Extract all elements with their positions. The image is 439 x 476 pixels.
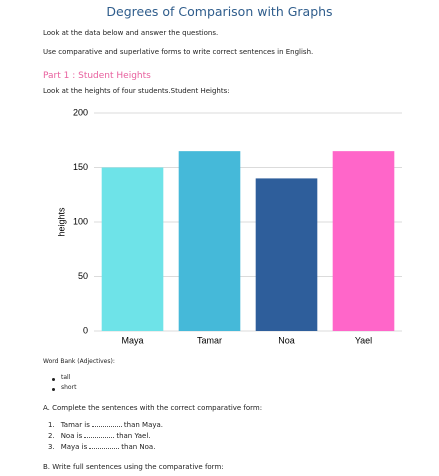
instruction: Use comparative and superlative forms to… xyxy=(43,48,314,56)
instruction: Look at the data below and answer the qu… xyxy=(43,29,219,37)
sentence-start: Maya is xyxy=(60,443,88,451)
part-text: Look at the heights of four students.Stu… xyxy=(43,87,230,95)
y-tick-label: 50 xyxy=(78,271,88,281)
y-axis-label: heights xyxy=(56,207,66,237)
y-tick-label: 200 xyxy=(73,107,88,117)
y-tick-label: 0 xyxy=(83,325,88,335)
x-tick-label: Yael xyxy=(355,335,372,345)
list-marker: 1. xyxy=(48,421,55,429)
sentence: 1. Tamar is than Maya. xyxy=(48,421,163,429)
part-heading: Part 1 : Student Heights xyxy=(43,71,151,81)
sentence-end: than Noa. xyxy=(121,443,156,451)
list-marker: 2. xyxy=(48,432,55,440)
sentence-start: Tamar is xyxy=(60,421,90,429)
bar xyxy=(101,167,164,331)
blank xyxy=(89,448,120,449)
bullet xyxy=(52,388,55,391)
list-marker: 3. xyxy=(48,443,55,451)
title: Degrees of Comparison with Graphs xyxy=(106,4,333,19)
blank xyxy=(84,437,115,438)
sentence-start: Noa is xyxy=(60,432,83,440)
blank xyxy=(91,426,122,427)
sentence: 2. Noa is than Yael. xyxy=(48,432,151,440)
word: short xyxy=(61,384,77,391)
x-tick-label: Maya xyxy=(121,335,143,345)
section-title: A. Complete the sentences with the corre… xyxy=(43,404,263,412)
word: tall xyxy=(61,374,71,381)
chart: heights 0 50 100 150 200 Maya Tamar Noa Yael xyxy=(56,107,402,345)
x-tick-label: Noa xyxy=(278,335,295,345)
word-bank-title: Word Bank (Adjectives): xyxy=(43,358,115,365)
sentence-end: than Maya. xyxy=(123,421,164,429)
sentence-end: than Yael. xyxy=(116,432,151,440)
y-tick-label: 150 xyxy=(73,162,88,172)
bullet xyxy=(52,378,55,381)
section-title: B. Write full sentences using the compar… xyxy=(43,463,224,471)
y-tick-label: 100 xyxy=(73,216,88,226)
bar xyxy=(332,151,395,331)
x-tick-label: Tamar xyxy=(197,335,222,345)
bar xyxy=(178,151,241,331)
sentence: 3. Maya is than Noa. xyxy=(48,443,155,451)
bar xyxy=(255,178,318,331)
